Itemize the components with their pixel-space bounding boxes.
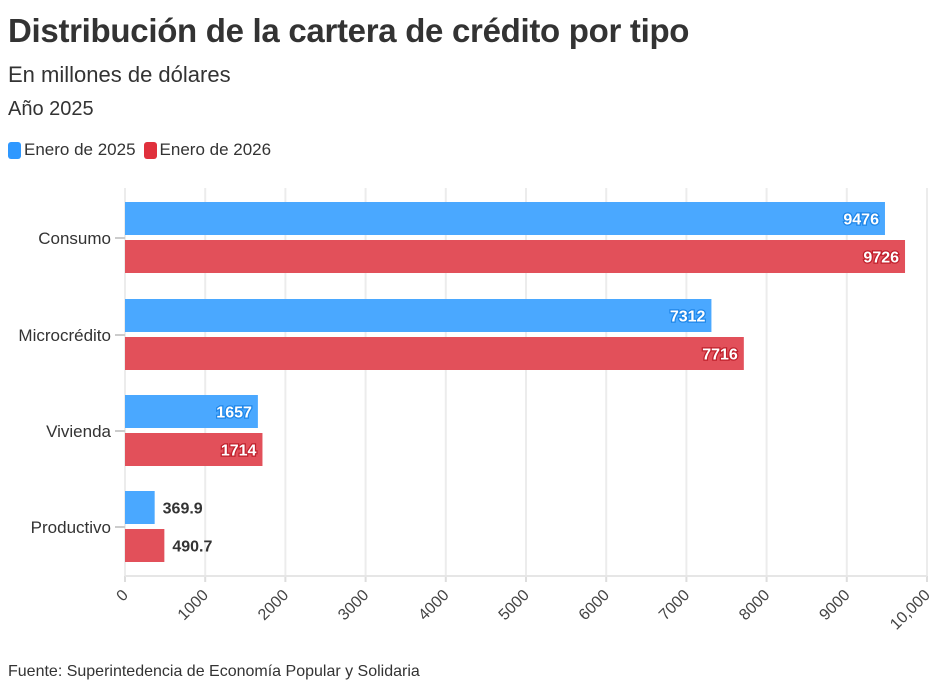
bar	[125, 240, 906, 273]
data-label: 369.9	[163, 501, 203, 518]
bar	[125, 433, 263, 466]
data-label: 490.7	[172, 539, 212, 556]
x-tick-label: 0	[114, 587, 132, 605]
x-tick-label: 4000	[415, 587, 452, 624]
bar	[125, 299, 712, 332]
chart-subtitle-year: Año 2025	[8, 98, 94, 120]
data-label: 1657	[216, 405, 252, 422]
bar	[125, 529, 165, 562]
x-tick-label: 9000	[816, 587, 853, 624]
data-label: 9726	[863, 250, 899, 267]
bar	[125, 395, 258, 428]
x-tick-label: 6000	[576, 587, 613, 624]
legend-item-2025[interactable]: Enero de 2025	[8, 140, 136, 160]
chart-subtitle: En millones de dólares	[8, 62, 231, 87]
x-tick-label: 1000	[175, 587, 212, 624]
bar	[125, 491, 155, 524]
chart-title: Distribución de la cartera de crédito po…	[8, 12, 690, 49]
bar	[125, 202, 885, 235]
x-tick-label: 7000	[656, 587, 693, 624]
legend: Enero de 2025 Enero de 2026	[8, 140, 271, 160]
legend-label: Enero de 2026	[159, 140, 272, 159]
x-tick-label: 2000	[255, 587, 292, 624]
x-tick-label: 8000	[736, 587, 773, 624]
bar	[125, 337, 744, 370]
data-label: 9476	[843, 212, 879, 229]
y-tick-label: Microcrédito	[18, 326, 111, 345]
legend-item-2026[interactable]: Enero de 2026	[143, 140, 272, 160]
source-note: Fuente: Superintedencia de Economía Popu…	[8, 663, 420, 680]
y-tick-label: Consumo	[38, 229, 111, 248]
y-tick-label: Vivienda	[46, 422, 111, 441]
data-label: 1714	[221, 443, 257, 460]
data-label: 7312	[670, 309, 706, 326]
x-tick-label: 5000	[496, 587, 533, 624]
legend-label: Enero de 2025	[24, 140, 136, 159]
legend-swatch	[8, 141, 21, 159]
x-tick-label: 10,000	[887, 587, 934, 634]
data-label: 7716	[702, 347, 738, 364]
y-tick-label: Productivo	[31, 518, 111, 537]
x-tick-label: 3000	[335, 587, 372, 624]
legend-swatch	[143, 141, 157, 159]
